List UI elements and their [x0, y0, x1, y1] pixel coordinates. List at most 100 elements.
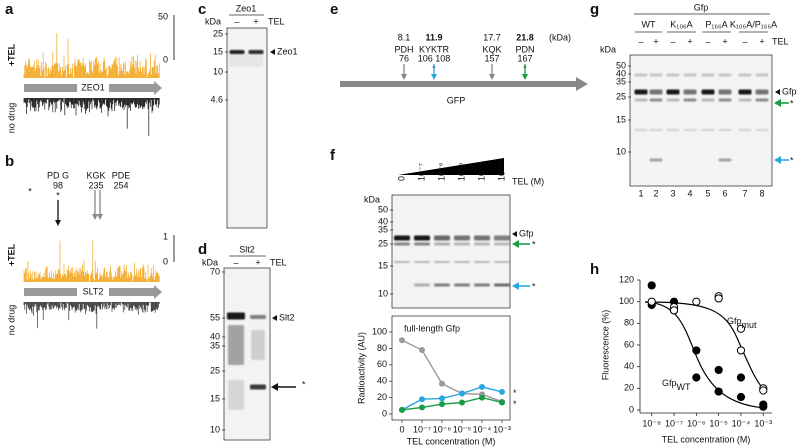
gel-band [701, 89, 715, 95]
band-label: Gfp [519, 228, 534, 238]
fit-curve-mut [644, 301, 766, 391]
x-tick-label: 10⁻⁵ [453, 424, 472, 434]
y-tick-label: 40 [624, 361, 634, 371]
mw-marker: 50 [378, 204, 388, 214]
site-position: 98 [53, 180, 63, 190]
mw-marker: 15 [210, 393, 220, 403]
arrow-head [55, 220, 61, 226]
curve-label-sub: mut [742, 320, 758, 330]
series-line [401, 396, 503, 411]
y-tick-label: 120 [619, 274, 634, 284]
lane-label: – [705, 36, 710, 46]
lane-number: 5 [705, 188, 710, 198]
arrow-head [97, 214, 103, 220]
axis-title: TEL concentration (M) [662, 434, 751, 444]
unit-label: kDa [600, 44, 616, 54]
gel-band [718, 73, 732, 77]
gel-band [634, 98, 648, 102]
data-point [647, 297, 656, 306]
data-point [439, 395, 445, 402]
series-label: full-length Gfp [404, 323, 460, 333]
gel-band [718, 158, 732, 162]
arrow-head [489, 74, 495, 80]
unit-label: kDa [205, 16, 221, 26]
peak-mark: * [28, 186, 32, 196]
x-tick-label: 10⁻³ [493, 424, 511, 434]
mw-marker: 40 [210, 331, 220, 341]
gel-header: Gfp [694, 2, 709, 12]
data-point [647, 281, 656, 290]
band-pointer [512, 231, 517, 237]
gel-band [414, 261, 430, 263]
gel-band [718, 89, 732, 95]
y-tick-label: 40 [377, 376, 387, 386]
gel-band [683, 129, 697, 131]
fragment-mark: * [790, 155, 794, 165]
site-position: 167 [517, 53, 532, 63]
gel-band [494, 235, 510, 241]
mw-marker: 35 [210, 340, 220, 350]
site-motif: PD G [47, 170, 69, 180]
lane-number: 1 [638, 188, 643, 198]
coverage-track [23, 33, 160, 78]
axis-title: Fluorescence (%) [600, 310, 610, 381]
panel-label: a [5, 1, 14, 18]
gel-band [738, 89, 752, 95]
lane-label: 10⁻⁷ [416, 163, 426, 181]
fit-curve-wt [644, 301, 766, 409]
arrow-head [522, 74, 528, 80]
lane-number: 8 [759, 188, 764, 198]
x-tick-label: 0 [399, 424, 404, 434]
panel-label: c [198, 1, 206, 18]
lane-label: 10⁻⁶ [436, 162, 446, 181]
mw-marker: 15 [616, 114, 626, 124]
treatment-label: TEL [270, 257, 287, 267]
gene-label-bg [77, 83, 109, 93]
gel-band [755, 129, 769, 131]
curve-label: GfpWT [662, 378, 691, 392]
site-mark: * [56, 190, 60, 200]
series-label: * [513, 399, 517, 409]
coverage-track [23, 98, 160, 136]
data-point [419, 347, 425, 354]
mw-marker: 25 [210, 365, 220, 375]
band-pointer [272, 315, 277, 321]
gel-band [649, 73, 663, 77]
mw-marker: 25 [378, 238, 388, 248]
x-tick-label: 10⁻⁴ [732, 418, 751, 428]
data-point [759, 386, 768, 395]
lane-label: + [687, 36, 692, 46]
lane-number: 7 [742, 188, 747, 198]
mw-marker: 25 [616, 91, 626, 101]
gel-band [738, 98, 752, 102]
x-tick-label: 10⁻⁸ [642, 418, 661, 428]
site-position: 76 [399, 53, 409, 63]
data-point [479, 383, 485, 390]
data-point [759, 400, 768, 409]
lane-label: 10⁻⁵ [456, 162, 466, 181]
genotype-label: K₁₀₆A/P₁₆₆A [730, 19, 777, 29]
y-tick-label: 60 [624, 339, 634, 349]
gel-band [755, 73, 769, 77]
data-point [399, 406, 405, 413]
curve-label-base: Gfp [727, 316, 742, 326]
x-tick-label: 10⁻⁷ [665, 418, 683, 428]
gel-band [250, 384, 266, 390]
y-tick-label: 80 [624, 318, 634, 328]
gel-band [666, 129, 680, 131]
gel-band [414, 235, 430, 241]
fragment-mark: * [532, 239, 536, 249]
gel-band [474, 261, 490, 263]
genotype-label: WT [642, 19, 656, 29]
mw-marker: 35 [616, 76, 626, 86]
mw-marker: 15 [213, 46, 223, 56]
treatment-label: TEL (M) [512, 176, 544, 186]
site-position: 235 [88, 180, 103, 190]
gel-band [414, 283, 430, 287]
lane-number: 6 [722, 188, 727, 198]
site-motif: PDE [112, 170, 131, 180]
mw-marker: 4.6 [210, 94, 223, 104]
curve-label-base: Gfp [662, 378, 677, 388]
fragment-mark: * [532, 281, 536, 291]
